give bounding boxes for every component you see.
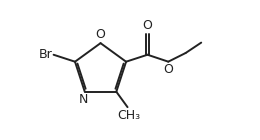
Text: N: N [79, 94, 89, 106]
Text: Br: Br [38, 48, 52, 61]
Text: O: O [163, 63, 173, 76]
Text: O: O [142, 19, 152, 32]
Text: O: O [96, 28, 106, 41]
Text: CH₃: CH₃ [117, 109, 140, 122]
